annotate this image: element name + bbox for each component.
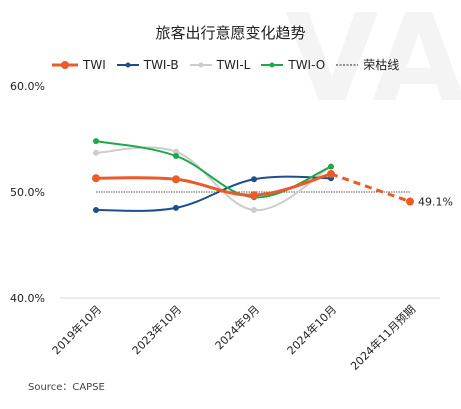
legend-label-twi-l: TWI-L (216, 57, 251, 72)
legend-item-twi: TWI (52, 58, 106, 72)
legend: TWI TWI-B TWI-L TWI-O 荣枯线 (52, 56, 432, 73)
forecast-line-twi (330, 172, 411, 203)
data-point-twi-o (93, 138, 99, 145)
data-point-twi-b (173, 204, 179, 211)
legend-item-twi-b: TWI-B (116, 57, 179, 72)
data-point-twi-b (93, 207, 99, 214)
data-point-twi-l (251, 207, 257, 214)
series-line-twi (94, 172, 333, 197)
forecast-point-twi (406, 197, 414, 206)
legend-item-twi-o: TWI-O (261, 58, 325, 72)
data-point-twi-b (251, 176, 257, 183)
y-tick-label: 40.0% (10, 292, 45, 305)
x-tick-label: 2023年10月 (129, 302, 184, 357)
legend-item-twi-l: TWI-L (189, 57, 251, 72)
watermark-logo: VA (285, 0, 461, 129)
legend-swatch-twi-l (189, 62, 212, 67)
y-tick-label: 50.0% (10, 186, 45, 199)
data-label-forecast: 49.1% (418, 196, 453, 209)
legend-label-twi: TWI (83, 57, 106, 72)
legend-label-twi-b: TWI-B (143, 57, 179, 72)
y-tick-label: 60.0% (10, 80, 45, 93)
legend-swatch-reference (336, 64, 359, 65)
x-tick-label: 2024年9月 (212, 302, 262, 352)
legend-item-reference: 荣枯线 (336, 56, 399, 73)
data-point-twi-l (93, 149, 99, 156)
source-note: Source：CAPSE (28, 382, 105, 393)
x-tick-label: 2019年10月 (49, 302, 104, 357)
data-point-twi-o (328, 163, 334, 170)
data-point-twi (172, 175, 180, 184)
legend-label-twi-o: TWI-O (288, 57, 326, 72)
legend-swatch-twi-b (116, 62, 139, 67)
series-line-twi-b (95, 175, 332, 212)
series-line-twi-l (95, 146, 332, 212)
x-tick-label: 2024年11月预期 (347, 302, 418, 373)
chart-title: 旅客出行意愿变化趋势 (155, 24, 306, 42)
legend-swatch-twi (52, 60, 78, 69)
x-tick-label: 2024年10月 (284, 302, 339, 357)
data-point-twi (92, 174, 100, 183)
data-point-twi-o (173, 152, 179, 159)
data-point-twi (250, 191, 258, 200)
data-point-twi-l (173, 148, 179, 155)
legend-label-reference: 荣枯线 (363, 58, 400, 72)
legend-swatch-twi-o (261, 62, 284, 67)
